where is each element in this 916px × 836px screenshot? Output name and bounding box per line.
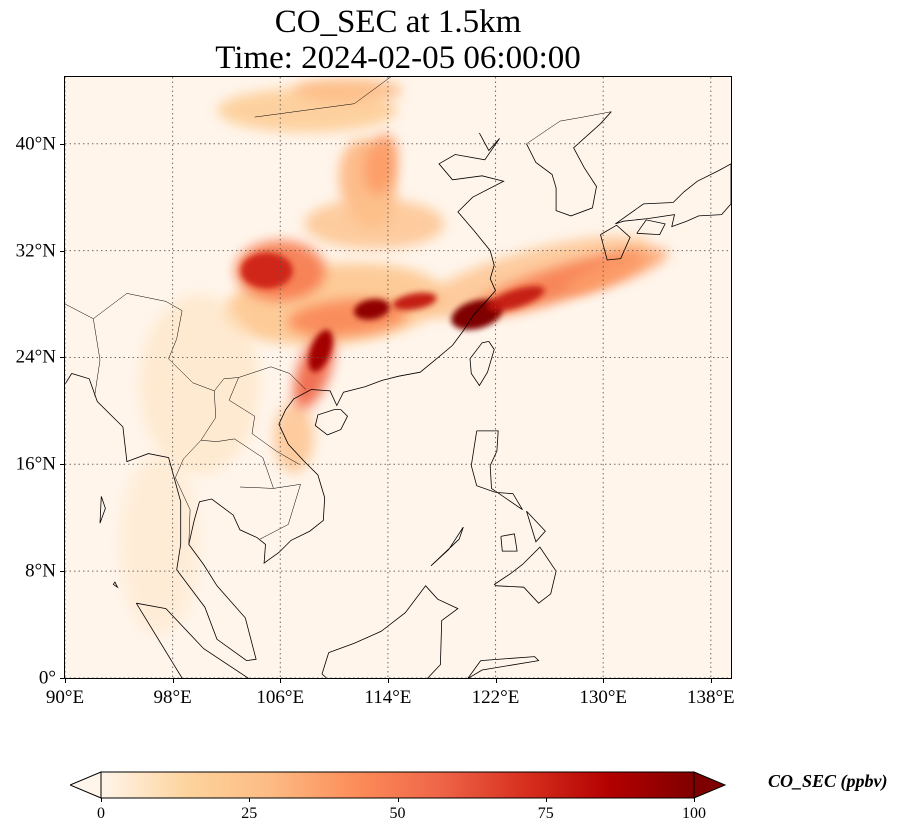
colorbar: [70, 771, 727, 799]
colorbar-tick-label: 50: [389, 805, 406, 822]
colorbar-tick-mark: [545, 798, 547, 802]
x-tick-label: 98°E: [153, 687, 192, 708]
country-border: [254, 77, 392, 118]
coastline: [470, 430, 523, 511]
co-plume-cell: [139, 294, 260, 475]
colorbar-tick-label: 100: [682, 805, 706, 822]
country-border: [526, 111, 612, 145]
co-plume-cell: [240, 252, 293, 289]
country-border: [93, 293, 166, 319]
colorbar-title: CO_SEC (ppbv): [768, 771, 888, 791]
co-plume-cell: [564, 248, 669, 293]
co-plume-cell: [364, 134, 398, 194]
y-tick-label: 0°: [38, 667, 56, 689]
coastline: [493, 546, 557, 604]
coastline: [500, 533, 518, 552]
co-plume-cell: [304, 198, 445, 249]
colorbar-tick-mark: [397, 798, 399, 802]
y-tick-label: 24°N: [15, 346, 56, 368]
colorbar-tick-mark: [694, 798, 695, 802]
x-tick-label: 90°E: [45, 687, 85, 708]
x-tick-mark: [65, 678, 66, 683]
y-tick-label: 16°N: [15, 453, 56, 475]
coastline: [526, 510, 546, 543]
y-tick-label: 40°N: [15, 133, 56, 155]
co-concentration-field: [119, 78, 669, 635]
co-plume-cell: [119, 454, 200, 635]
x-tick-mark: [280, 678, 282, 683]
coastline: [636, 219, 666, 236]
x-tick-mark: [495, 678, 497, 683]
y-tick-mark: [60, 143, 65, 145]
coastline: [615, 163, 731, 228]
country-border: [228, 377, 300, 465]
colorbar-extend-low: [70, 771, 102, 799]
y-tick-mark: [60, 571, 65, 573]
y-tick-mark: [60, 464, 65, 466]
colorbar-tick-mark: [101, 798, 102, 802]
country-border: [65, 303, 101, 397]
coastline: [99, 496, 106, 524]
x-tick-label: 138°E: [686, 687, 735, 708]
y-tick-label: 8°N: [25, 560, 56, 582]
coastline: [321, 585, 459, 678]
colorbar-tick-label: 25: [241, 805, 258, 822]
co-plume-cell: [292, 78, 403, 103]
gridlines: [65, 77, 731, 678]
map-subtitle-time: Time: 2024-02-05 06:00:00: [215, 40, 581, 76]
coastline: [526, 111, 612, 217]
y-tick-mark: [60, 250, 65, 252]
x-tick-label: 114°E: [364, 687, 412, 708]
co-plume-cell: [393, 292, 437, 311]
co-plume-cell: [487, 286, 545, 312]
map-title: CO_SEC at 1.5km: [274, 4, 522, 40]
y-tick-label: 32°N: [15, 240, 56, 262]
x-tick-mark: [710, 678, 712, 683]
coastline: [135, 602, 249, 678]
map-canvas: [65, 77, 731, 678]
x-tick-mark: [387, 678, 389, 683]
y-tick-mark: [60, 357, 65, 359]
coastline: [467, 656, 540, 678]
coastline: [469, 341, 495, 387]
colorbar-extend-high: [693, 771, 727, 799]
map-plot-area: [64, 76, 732, 679]
co-plume-cell: [308, 329, 333, 372]
x-tick-mark: [172, 678, 174, 683]
colorbar-tick-label: 0: [97, 805, 105, 822]
x-tick-label: 130°E: [579, 687, 628, 708]
country-border: [239, 486, 274, 489]
co-plume-cell: [273, 402, 314, 473]
coastline: [112, 581, 119, 589]
coastlines: [65, 77, 731, 678]
coastline: [314, 409, 348, 436]
country-border: [200, 390, 301, 540]
coastline: [430, 526, 464, 567]
coastline: [65, 132, 505, 662]
x-tick-label: 122°E: [471, 687, 520, 708]
colorbar-tick-mark: [249, 798, 251, 802]
country-border: [175, 440, 202, 545]
colorbar-gradient: [100, 771, 695, 799]
x-tick-label: 106°E: [256, 687, 305, 708]
colorbar-tick-label: 75: [537, 805, 554, 822]
co-plume-cell: [353, 299, 390, 320]
y-tick-mark: [60, 678, 65, 679]
coastline: [600, 224, 631, 261]
x-tick-mark: [603, 678, 605, 683]
